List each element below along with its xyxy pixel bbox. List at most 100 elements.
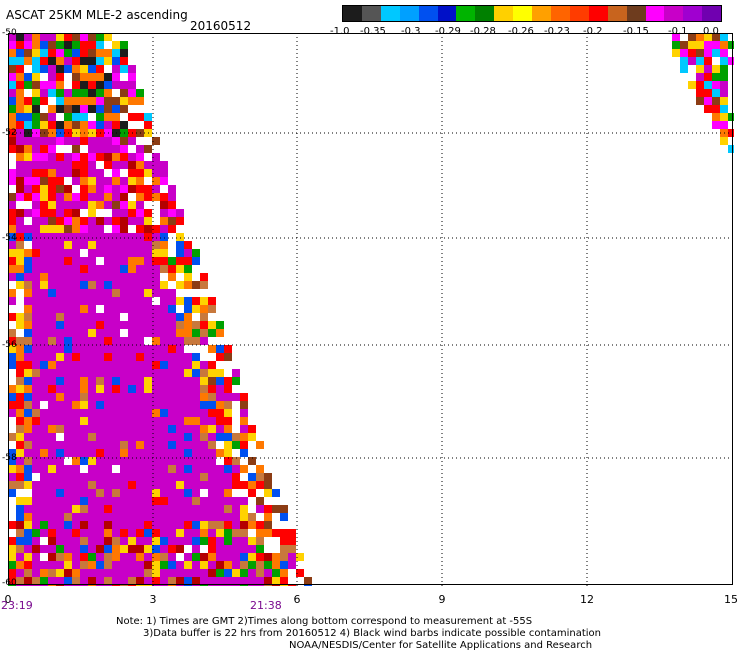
swath-cell — [184, 433, 192, 441]
swath-cell — [200, 585, 208, 586]
swath-cells — [8, 33, 734, 586]
swath-cell — [184, 257, 192, 265]
swath-cell — [72, 521, 80, 529]
swath-cell — [120, 417, 128, 425]
swath-cell — [56, 265, 64, 273]
swath-cell — [88, 313, 96, 321]
swath-cell — [8, 425, 16, 433]
swath-cell — [24, 281, 32, 289]
swath-cell — [152, 329, 160, 337]
swath-cell — [240, 465, 248, 473]
swath-cell — [208, 457, 216, 465]
swath-cell — [152, 481, 160, 489]
swath-cell — [48, 561, 56, 569]
swath-cell — [48, 49, 56, 57]
swath-cell — [32, 393, 40, 401]
swath-cell — [192, 401, 200, 409]
swath-cell — [256, 489, 264, 497]
swath-cell — [104, 337, 112, 345]
swath-cell — [32, 153, 40, 161]
swath-cell — [288, 545, 296, 553]
swath-cell — [216, 353, 224, 361]
swath-cell — [88, 169, 96, 177]
color-swatch — [343, 6, 362, 21]
swath-cell — [176, 233, 184, 241]
swath-cell — [16, 177, 24, 185]
swath-cell — [16, 137, 24, 145]
swath-cell — [32, 113, 40, 121]
swath-cell — [8, 345, 16, 353]
swath-cell — [32, 505, 40, 513]
swath-cell — [168, 361, 176, 369]
swath-cell — [16, 545, 24, 553]
latitude-label: -56 — [2, 340, 17, 350]
swath-cell — [40, 169, 48, 177]
swath-cell — [104, 297, 112, 305]
swath-cell — [712, 113, 720, 121]
swath-cell — [224, 473, 232, 481]
swath-cell — [24, 233, 32, 241]
swath-cell — [144, 569, 152, 577]
swath-cell — [232, 521, 240, 529]
swath-cell — [32, 57, 40, 65]
swath-cell — [200, 473, 208, 481]
swath-cell — [72, 321, 80, 329]
swath-cell — [200, 545, 208, 553]
swath-cell — [224, 457, 232, 465]
longitude-label: 12 — [580, 593, 594, 606]
swath-cell — [96, 217, 104, 225]
swath-cell — [144, 145, 152, 153]
swath-cell — [56, 433, 64, 441]
swath-cell — [216, 489, 224, 497]
swath-cell — [160, 297, 168, 305]
swath-cell — [136, 241, 144, 249]
swath-cell — [168, 217, 176, 225]
swath-cell — [176, 361, 184, 369]
swath-cell — [32, 561, 40, 569]
swath-cell — [32, 481, 40, 489]
swath-cell — [168, 369, 176, 377]
swath-cell — [64, 57, 72, 65]
swath-cell — [256, 545, 264, 553]
swath-cell — [176, 585, 184, 586]
swath-cell — [96, 521, 104, 529]
swath-cell — [32, 545, 40, 553]
swath-cell — [192, 553, 200, 561]
swath-cell — [40, 545, 48, 553]
swath-cell — [288, 529, 296, 537]
swath-cell — [128, 433, 136, 441]
swath-cell — [48, 137, 56, 145]
swath-cell — [232, 569, 240, 577]
swath-cell — [248, 457, 256, 465]
swath-cell — [200, 441, 208, 449]
swath-cell — [96, 137, 104, 145]
swath-cell — [56, 577, 64, 585]
swath-cell — [16, 81, 24, 89]
swath-cell — [96, 353, 104, 361]
swath-cell — [40, 113, 48, 121]
swath-cell — [48, 105, 56, 113]
swath-cell — [64, 209, 72, 217]
swath-cell — [88, 249, 96, 257]
swath-cell — [104, 417, 112, 425]
swath-cell — [96, 465, 104, 473]
swath-cell — [112, 153, 120, 161]
swath-cell — [88, 585, 96, 586]
swath-cell — [8, 569, 16, 577]
swath-cell — [160, 385, 168, 393]
swath-cell — [216, 577, 224, 585]
swath-cell — [104, 361, 112, 369]
swath-cell — [16, 465, 24, 473]
swath-cell — [288, 553, 296, 561]
swath-cell — [136, 553, 144, 561]
swath-cell — [232, 505, 240, 513]
swath-cell — [112, 425, 120, 433]
swath-cell — [120, 49, 128, 57]
swath-cell — [152, 209, 160, 217]
swath-cell — [128, 169, 136, 177]
swath-cell — [160, 377, 168, 385]
swath-cell — [56, 241, 64, 249]
swath-cell — [128, 153, 136, 161]
swath-cell — [56, 441, 64, 449]
swath-cell — [16, 161, 24, 169]
